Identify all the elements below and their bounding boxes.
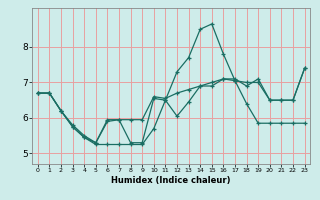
X-axis label: Humidex (Indice chaleur): Humidex (Indice chaleur) [111, 176, 231, 185]
